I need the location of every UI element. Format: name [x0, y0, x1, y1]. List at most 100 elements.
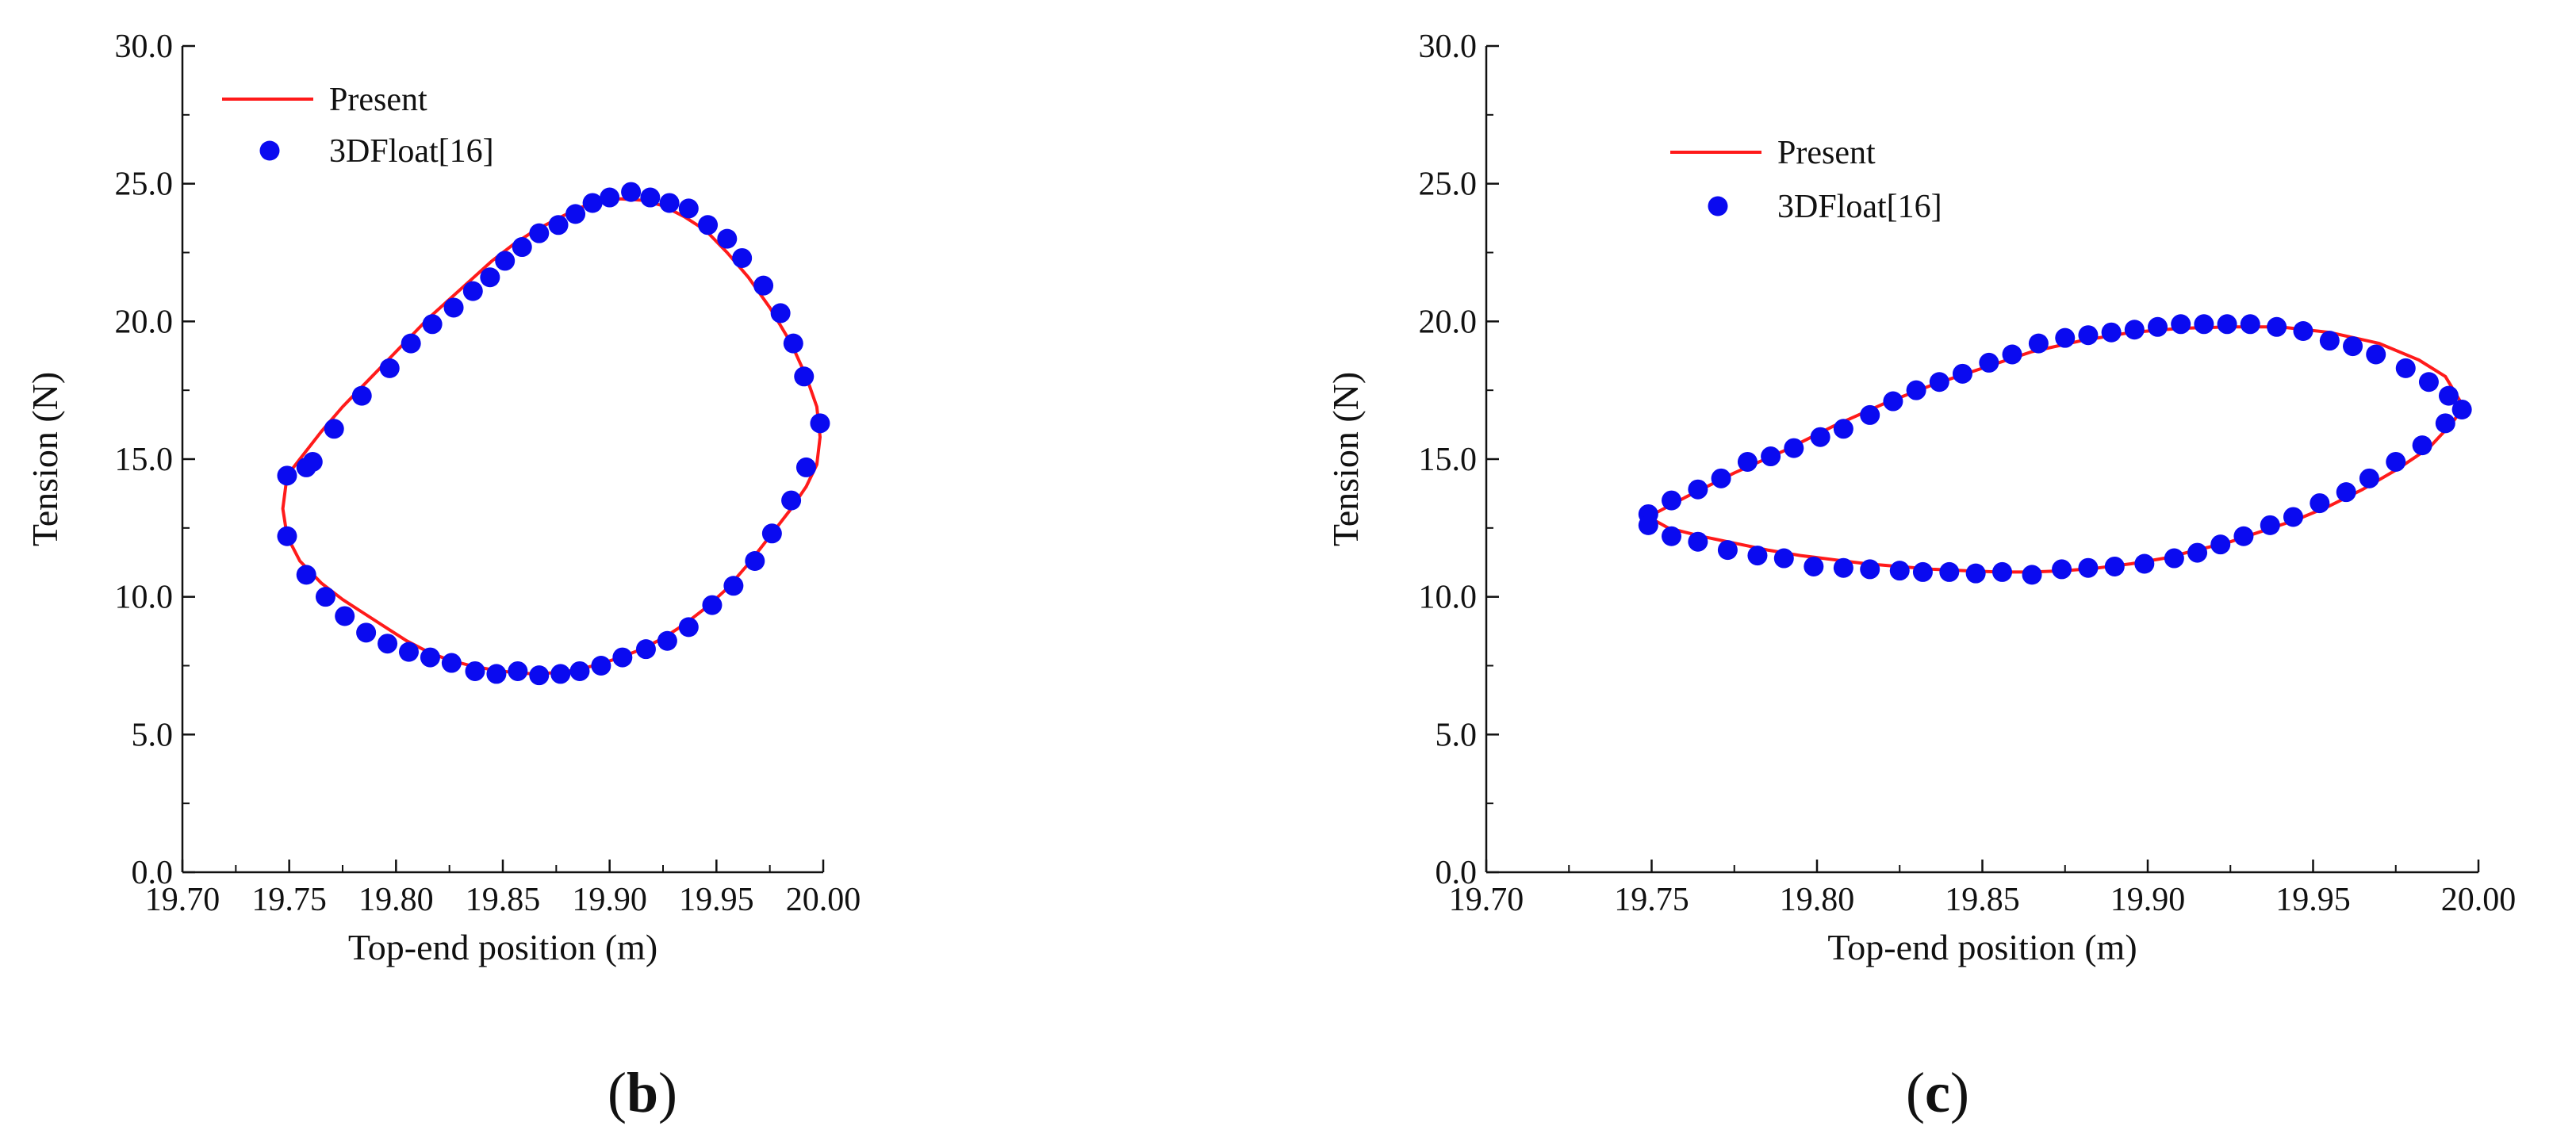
data-point-3dfloat-c [1711, 468, 1731, 488]
data-point-3dfloat-c [2233, 526, 2254, 546]
data-point-3dfloat-c [2124, 320, 2145, 340]
x-tick-label-c: 19.70 [1449, 882, 1524, 918]
data-point-3dfloat-c [2187, 542, 2208, 563]
data-point-3dfloat-b [529, 665, 550, 686]
data-point-3dfloat-b [398, 641, 419, 662]
y-tick-label-b: 20.0 [115, 304, 174, 340]
data-point-3dfloat-b [635, 639, 656, 660]
data-point-3dfloat-c [1979, 352, 1999, 373]
data-point-3dfloat-c [2055, 327, 2076, 348]
x-tick-label-c: 19.75 [1614, 882, 1689, 918]
data-point-3dfloat-c [1939, 561, 1960, 582]
data-point-3dfloat-b [550, 664, 571, 684]
data-point-3dfloat-c [1761, 446, 1781, 467]
data-point-3dfloat-b [794, 366, 815, 387]
legend-label-present-c: Present [1777, 135, 1876, 171]
data-point-3dfloat-b [659, 193, 680, 213]
data-point-3dfloat-c [1906, 380, 1926, 400]
data-point-3dfloat-c [1688, 479, 1708, 500]
data-point-3dfloat-c [1747, 546, 1768, 566]
data-point-3dfloat-c [1662, 490, 1682, 511]
data-point-3dfloat-b [621, 182, 642, 202]
data-point-3dfloat-c [1804, 556, 1824, 576]
data-point-3dfloat-b [582, 193, 603, 213]
data-point-3dfloat-c [2435, 413, 2455, 434]
data-point-3dfloat-b [640, 187, 661, 208]
data-point-3dfloat-b [508, 661, 528, 681]
data-point-3dfloat-b [302, 451, 323, 472]
y-tick-label-c: 15.0 [1419, 442, 1478, 478]
data-point-3dfloat-b [378, 634, 398, 654]
data-point-3dfloat-b [296, 565, 316, 585]
data-point-3dfloat-c [2078, 557, 2099, 578]
data-point-3dfloat-b [324, 419, 344, 439]
data-point-3dfloat-b [486, 664, 507, 684]
data-point-3dfloat-c [2104, 556, 2125, 576]
data-point-3dfloat-b [420, 647, 440, 668]
data-point-3dfloat-c [2194, 314, 2214, 335]
data-point-3dfloat-b [277, 526, 297, 546]
x-axis-title-c: Top-end position (m) [1827, 927, 2137, 967]
data-point-3dfloat-c [2171, 314, 2191, 335]
data-point-3dfloat-c [2078, 325, 2099, 346]
data-point-3dfloat-c [1965, 563, 1986, 584]
data-point-3dfloat-b [732, 247, 753, 268]
data-point-3dfloat-c [2240, 314, 2260, 335]
data-point-3dfloat-c [1737, 451, 1758, 472]
x-tick-label-b: 19.95 [679, 882, 754, 918]
legend-label-3dfloat-c: 3DFloat[16] [1777, 189, 1942, 225]
data-point-3dfloat-c [2134, 553, 2155, 574]
data-point-3dfloat-b [548, 215, 569, 236]
data-point-3dfloat-c [1860, 404, 1880, 425]
y-tick-label-c: 25.0 [1419, 167, 1478, 203]
data-point-3dfloat-b [753, 275, 774, 296]
data-point-3dfloat-b [761, 523, 782, 544]
y-tick-label-b: 15.0 [115, 442, 174, 478]
data-point-3dfloat-c [2164, 548, 2184, 569]
y-tick-label-b: 0.0 [132, 855, 174, 891]
data-point-3dfloat-c [2210, 534, 2231, 555]
legend-label-3dfloat-b: 3DFloat[16] [329, 133, 494, 170]
data-point-3dfloat-c [2319, 331, 2340, 351]
data-point-3dfloat-b [770, 303, 791, 324]
data-point-3dfloat-b [277, 465, 297, 486]
x-tick-label-b: 19.80 [358, 882, 434, 918]
y-tick-label-b: 25.0 [115, 167, 174, 203]
data-point-3dfloat-c [2310, 493, 2330, 514]
data-point-3dfloat-c [1992, 561, 2013, 582]
data-point-3dfloat-c [2451, 399, 2472, 419]
data-point-3dfloat-c [2386, 451, 2406, 472]
data-point-3dfloat-b [783, 333, 803, 354]
y-tick-label-b: 30.0 [115, 29, 174, 65]
data-point-3dfloat-c [2148, 316, 2168, 337]
data-point-3dfloat-b [569, 661, 590, 681]
data-point-3dfloat-b [379, 358, 400, 378]
data-point-3dfloat-b [810, 413, 830, 434]
x-tick-label-b: 20.00 [786, 882, 861, 918]
data-point-3dfloat-b [723, 576, 744, 596]
y-tick-label-c: 20.0 [1419, 304, 1478, 340]
data-point-3dfloat-b [335, 606, 355, 626]
y-tick-label-c: 10.0 [1419, 580, 1478, 616]
chart-panel-c: 0.0 5.0 10.0 15.0 20.0 25.0 30.0 19.70 19.75 19.8… [1325, 29, 2516, 1124]
x-axis-title-b: Top-end position (m) [348, 927, 657, 967]
data-point-3dfloat-b [443, 297, 464, 318]
data-point-3dfloat-c [2336, 482, 2356, 503]
chart-panel-b: 0.0 5.0 10.0 15.0 20.0 25.0 30.0 19.70 19.75 19.8… [25, 29, 861, 1124]
x-tick-label-b: 19.85 [466, 882, 541, 918]
data-point-3dfloat-b [480, 267, 500, 288]
data-point-3dfloat-c [2002, 344, 2022, 365]
data-point-3dfloat-c [1912, 561, 1933, 582]
data-point-3dfloat-c [2217, 314, 2237, 335]
panel-label-b: (b) [608, 1061, 677, 1124]
panel-label-c: (c) [1906, 1061, 1969, 1124]
data-point-3dfloat-c [2412, 435, 2432, 456]
data-point-3dfloat-c [1883, 391, 1903, 412]
data-point-3dfloat-b [422, 314, 443, 335]
data-point-3dfloat-c [1688, 531, 1708, 552]
data-point-3dfloat-b [529, 223, 550, 243]
data-point-3dfloat-c [2293, 320, 2313, 341]
data-point-3dfloat-c [2395, 358, 2416, 378]
y-tick-label-c: 0.0 [1436, 855, 1478, 891]
